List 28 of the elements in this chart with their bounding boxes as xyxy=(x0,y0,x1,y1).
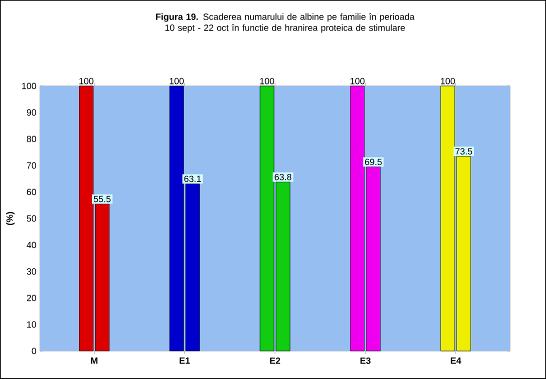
data-label: 73.5 xyxy=(455,148,472,155)
y-tick-label: 20 xyxy=(26,294,36,302)
data-label: 100 xyxy=(170,78,184,84)
data-label: 55.5 xyxy=(94,196,111,202)
data-label: 69.5 xyxy=(365,158,382,166)
x-tick-label: E2 xyxy=(270,358,280,364)
x-tick-label: E3 xyxy=(360,358,371,364)
x-tick-label: E1 xyxy=(180,358,190,364)
data-label: 100 xyxy=(350,78,365,84)
data-label: 100 xyxy=(440,78,455,84)
y-tick-label: 30 xyxy=(26,268,36,275)
y-tick-label: 0 xyxy=(32,348,36,354)
data-label: 100 xyxy=(79,78,94,84)
y-tick-label: 100 xyxy=(22,82,36,90)
data-label: 63.8 xyxy=(274,174,292,180)
data-label: 63.1 xyxy=(184,176,201,182)
x-tick-label: E4 xyxy=(450,358,462,364)
y-tick-label: 50 xyxy=(26,215,36,222)
y-axis-title: (%) xyxy=(6,212,15,226)
y-tick-label: 90 xyxy=(26,109,36,116)
x-tick-label: M xyxy=(91,358,98,364)
data-label: 100 xyxy=(260,78,274,84)
y-tick-label: 60 xyxy=(26,188,36,196)
y-tick-label: 10 xyxy=(27,321,36,328)
y-tick-label: 70 xyxy=(26,162,36,169)
y-tick-label: 80 xyxy=(26,136,36,142)
y-tick-label: 40 xyxy=(26,242,36,248)
chart-title: Figura 19. Scaderea numarului de albine pe familie în perioada 10 sept - 22 oct în functie de hranirea proteica de stimulare xyxy=(156,13,415,33)
